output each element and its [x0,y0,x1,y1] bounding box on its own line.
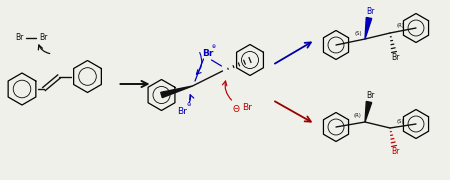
Text: (R): (R) [396,23,404,28]
Text: (R): (R) [353,114,361,118]
Text: Br: Br [366,8,374,17]
Text: Br: Br [391,53,399,62]
Text: (S): (S) [396,119,404,124]
Text: Br: Br [178,107,188,116]
Text: (S): (S) [354,31,362,37]
Text: Br: Br [202,50,213,59]
Text: $^{\oplus}$: $^{\oplus}$ [211,44,217,51]
Text: Br: Br [366,91,374,100]
Text: Br: Br [242,103,252,112]
Text: $^{\ominus}$: $^{\ominus}$ [186,101,193,110]
Polygon shape [161,86,193,98]
Text: Br: Br [391,147,399,156]
Text: $\Theta$: $\Theta$ [232,103,240,114]
Polygon shape [365,17,372,39]
Text: Br: Br [15,33,23,42]
Text: Br: Br [39,33,47,42]
Polygon shape [365,102,372,122]
